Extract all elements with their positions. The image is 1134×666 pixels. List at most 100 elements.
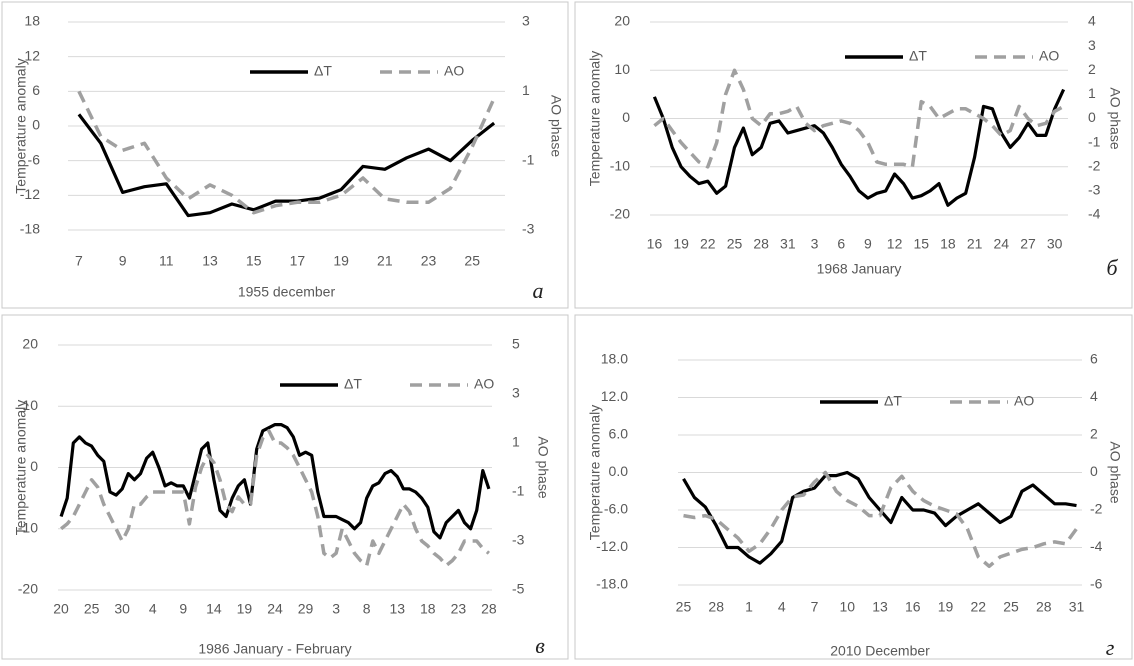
panel-letter: в — [535, 633, 545, 658]
x-tick-label: 30 — [114, 601, 130, 617]
y2-tick-label: 4 — [1090, 388, 1098, 404]
y2-tick-label: 1 — [1088, 85, 1096, 101]
x-tick-label: 28 — [753, 236, 769, 252]
data-line — [652, 88, 1066, 207]
y-axis-title: Temperature anomaly — [587, 51, 603, 186]
x-tick-label: 14 — [206, 601, 222, 617]
x-tick-label: 11 — [159, 253, 174, 269]
y2-tick-label: 3 — [1088, 37, 1096, 53]
y-tick-label: -20 — [610, 206, 630, 222]
y-tick-label: -10 — [610, 157, 630, 173]
x-tick-label: 1 — [745, 599, 753, 615]
y2-tick-label: -1 — [512, 483, 525, 499]
y2-tick-label: 0 — [1090, 463, 1098, 479]
data-line — [77, 113, 496, 218]
y-tick-label: 18 — [24, 13, 40, 29]
y2-tick-label: -2 — [1088, 157, 1101, 173]
x-tick-label: 21 — [377, 253, 393, 269]
x-tick-label: 19 — [237, 601, 253, 617]
y-tick-label: 6 — [32, 82, 40, 98]
panel-letter: а — [533, 278, 544, 303]
x-axis-title: 1968 January — [817, 261, 902, 277]
x-tick-label: 20 — [53, 601, 69, 617]
y2-tick-label: 6 — [1090, 351, 1098, 367]
y-tick-label: -18 — [20, 221, 40, 237]
x-tick-label: 23 — [451, 601, 467, 617]
x-tick-label: 24 — [267, 601, 283, 617]
x-tick-label: 19 — [938, 599, 954, 615]
x-tick-label: 6 — [837, 236, 845, 252]
x-tick-label: 13 — [389, 601, 405, 617]
y-axis-title: Temperature anomaly — [13, 400, 29, 535]
x-tick-label: 22 — [700, 236, 716, 252]
x-tick-label: 28 — [481, 601, 497, 617]
x-tick-label: 31 — [780, 236, 796, 252]
data-line — [683, 470, 1078, 569]
panel-frame — [574, 314, 1133, 660]
y-tick-label: -12.0 — [596, 538, 628, 554]
panel-frame — [1, 1, 569, 309]
x-tick-label: 19 — [333, 253, 349, 269]
y-tick-label: 0 — [30, 458, 38, 474]
x-tick-label: 23 — [421, 253, 437, 269]
x-tick-label: 13 — [872, 599, 888, 615]
y2-tick-label: -1 — [1088, 133, 1101, 149]
y2-axis-title: AO phase — [1107, 441, 1123, 503]
x-tick-label: 30 — [1047, 236, 1063, 252]
y2-tick-label: -3 — [512, 532, 525, 548]
y2-tick-label: 3 — [512, 385, 520, 401]
y-tick-label: 0 — [622, 109, 630, 125]
x-tick-label: 18 — [940, 236, 956, 252]
legend-label: AO — [474, 376, 494, 392]
y-tick-label: -6 — [28, 151, 41, 167]
legend-label: AO — [1014, 393, 1034, 409]
x-tick-label: 17 — [290, 253, 306, 269]
x-tick-label: 3 — [332, 601, 340, 617]
data-line — [682, 470, 1077, 565]
y2-axis-title: AO phase — [535, 436, 551, 498]
y2-tick-label: -6 — [1090, 576, 1103, 592]
x-tick-label: 25 — [84, 601, 100, 617]
y2-tick-label: 3 — [522, 13, 530, 29]
x-tick-label: 4 — [149, 601, 157, 617]
x-tick-label: 29 — [298, 601, 314, 617]
y2-tick-label: -3 — [1088, 182, 1101, 198]
y-tick-label: 20 — [614, 13, 630, 29]
data-line — [60, 429, 490, 568]
y-tick-label: 0.0 — [609, 463, 629, 479]
y-tick-label: 10 — [22, 397, 38, 413]
x-tick-label: 25 — [1003, 599, 1019, 615]
x-tick-label: 16 — [905, 599, 921, 615]
y2-tick-label: -2 — [1090, 501, 1103, 517]
legend-label: ΔT — [909, 48, 927, 64]
x-tick-label: 24 — [994, 236, 1010, 252]
data-line — [653, 68, 1065, 169]
x-tick-label: 15 — [913, 236, 929, 252]
y-tick-label: 10 — [614, 61, 630, 77]
y2-axis-title: AO phase — [548, 95, 564, 157]
y2-tick-label: 1 — [522, 82, 530, 98]
x-tick-label: 22 — [970, 599, 986, 615]
y2-tick-label: 2 — [1090, 426, 1098, 442]
y2-tick-label: 4 — [1088, 13, 1096, 29]
y-tick-label: -10 — [18, 519, 38, 535]
x-tick-label: 7 — [811, 599, 819, 615]
legend-label: ΔT — [344, 376, 362, 392]
x-tick-label: 12 — [887, 236, 903, 252]
y-tick-label: 12 — [24, 47, 40, 63]
data-line — [59, 423, 491, 540]
x-tick-label: 13 — [202, 253, 218, 269]
x-tick-label: 9 — [864, 236, 872, 252]
panel-frame — [574, 1, 1133, 309]
x-tick-label: 19 — [673, 236, 689, 252]
legend-label: ΔT — [884, 393, 902, 409]
x-tick-label: 25 — [676, 599, 692, 615]
x-tick-label: 27 — [1020, 236, 1036, 252]
x-tick-label: 8 — [363, 601, 371, 617]
y2-tick-label: -3 — [522, 221, 535, 237]
panel-letter: г — [1106, 635, 1115, 660]
y2-tick-label: 5 — [512, 336, 520, 352]
x-tick-label: 18 — [420, 601, 436, 617]
y-tick-label: 18.0 — [601, 351, 628, 367]
